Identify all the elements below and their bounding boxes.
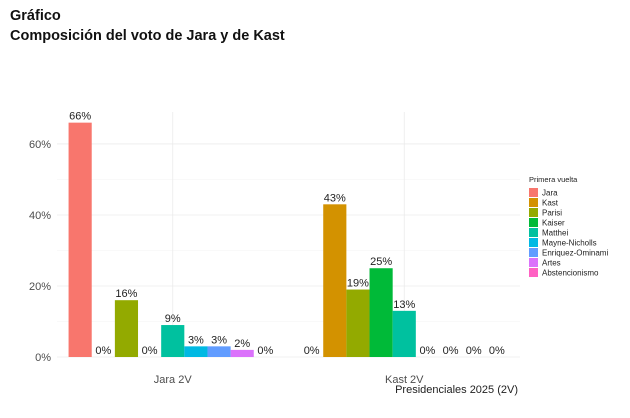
bar-matthei	[161, 325, 185, 357]
legend-key-artes	[529, 258, 538, 267]
legend-label: Mayne-Nicholls	[542, 239, 597, 248]
x-tick-label: Jara 2V	[154, 374, 193, 386]
data-labels: 66% 0% 16% 0% 9% 3% 3% 2% 0% 0% 43% 19%25% 13% 0% 0% 0%…	[69, 111, 505, 357]
y-tick-label: 40%	[29, 210, 51, 222]
data-label: 3%	[211, 334, 227, 346]
data-label: 0%	[489, 345, 505, 357]
legend-key-jara	[529, 188, 538, 197]
bar-parisi	[346, 289, 370, 357]
x-axis-ticks: Jara 2V Kast 2V	[154, 374, 424, 386]
data-label: 0%	[95, 345, 111, 357]
legend-key-kaiser	[529, 218, 538, 227]
legend-key-enriquez-ominami	[529, 248, 538, 257]
data-label: 0%	[466, 345, 482, 357]
bar-enriquez-ominami	[207, 346, 231, 357]
bar-matthei	[392, 310, 416, 357]
data-label: 13%	[393, 299, 415, 311]
y-axis-ticks: 0% 20% 40% 60%	[29, 139, 51, 364]
legend-label: Matthei	[542, 229, 568, 238]
data-label: 0%	[443, 345, 459, 357]
legend-key-mayne-nicholls	[529, 238, 538, 247]
data-label: 0%	[142, 345, 158, 357]
data-label: 19%	[347, 278, 369, 290]
data-label: 43%	[324, 192, 346, 204]
y-tick-label: 0%	[35, 352, 51, 364]
chart-heading-line2: Composición del voto de Jara y de Kast	[10, 28, 285, 44]
y-tick-label: 60%	[29, 139, 51, 151]
bars	[68, 122, 416, 357]
legend-label: Abstencionismo	[542, 269, 599, 278]
legend-key-abstencionismo	[529, 268, 538, 277]
x-tick-label: Kast 2V	[385, 374, 424, 386]
grid-lines	[57, 112, 520, 358]
data-label: 0%	[257, 345, 273, 357]
chart-heading: Gráfico Composición del voto de Jara y d…	[10, 6, 285, 46]
chart-heading-line1: Gráfico	[10, 8, 61, 24]
legend-key-kast	[529, 198, 538, 207]
legend-label: Kaiser	[542, 219, 565, 228]
bar-mayne-nicholls	[184, 346, 208, 357]
x-axis-title: Presidenciales 2025 (2V)	[395, 384, 518, 396]
bar-kast	[323, 204, 347, 357]
data-label: 2%	[234, 338, 250, 350]
legend-key-parisi	[529, 208, 538, 217]
legend-key-matthei	[529, 228, 538, 237]
bar-artes	[230, 349, 254, 357]
data-label: 25%	[370, 256, 392, 268]
data-label: 0%	[419, 345, 435, 357]
legend-title: Primera vuelta	[529, 175, 578, 184]
data-label: 0%	[304, 345, 320, 357]
legend-label: Kast	[542, 199, 559, 208]
legend-label: Jara	[542, 189, 558, 198]
data-label: 9%	[165, 313, 181, 325]
legend-label: Parisi	[542, 209, 562, 218]
legend-label: Artes	[542, 259, 561, 268]
bar-kaiser	[369, 268, 393, 357]
legend: Primera vuelta JaraKastParisiKaiserMatthe…	[529, 175, 608, 278]
legend-label: Enriquez-Ominami	[542, 249, 608, 258]
data-label: 66%	[69, 111, 91, 123]
y-tick-label: 20%	[29, 281, 51, 293]
data-label: 3%	[188, 334, 204, 346]
bar-jara	[68, 122, 92, 357]
data-label: 16%	[115, 288, 137, 300]
bar-parisi	[114, 300, 139, 357]
